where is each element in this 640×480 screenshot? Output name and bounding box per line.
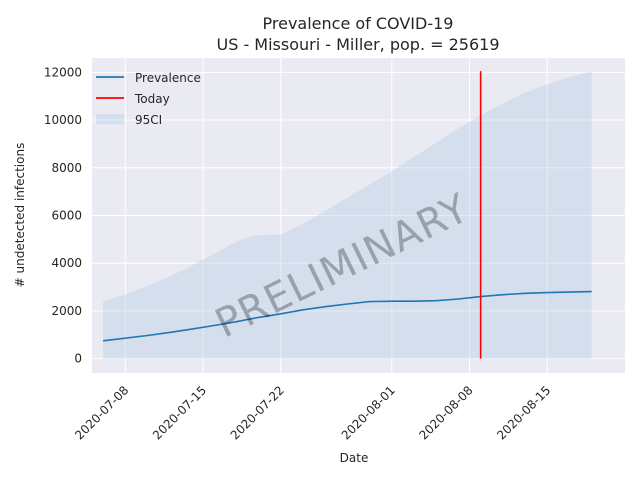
x-tick-label: 2020-08-15 xyxy=(494,383,553,442)
legend: Prevalence Today 95CI xyxy=(96,71,201,127)
y-tick-label: 8000 xyxy=(51,161,82,175)
y-tick-label: 12000 xyxy=(44,65,82,79)
legend-label-95ci: 95CI xyxy=(135,113,162,127)
chart-title: Prevalence of COVID-19 xyxy=(263,14,454,33)
y-tick-label: 10000 xyxy=(44,113,82,127)
y-tick-label: 4000 xyxy=(51,256,82,270)
prevalence-line xyxy=(103,290,592,342)
x-tick-labels: 2020-07-08 2020-07-15 2020-07-22 2020-08-01… xyxy=(72,383,553,442)
y-tick-labels: 0 2000 4000 6000 8000 10000 12000 xyxy=(44,65,82,365)
chart-subtitle: US - Missouri - Miller, pop. = 25619 xyxy=(216,35,499,54)
legend-label-prevalence: Prevalence xyxy=(135,71,201,85)
x-tick-label: 2020-07-08 xyxy=(72,383,131,442)
x-axis-label: Date xyxy=(340,451,369,465)
ci-band-95 xyxy=(103,71,592,359)
legend-swatch-95ci xyxy=(96,114,124,124)
x-tick-label: 2020-07-15 xyxy=(150,383,209,442)
x-tick-label: 2020-08-08 xyxy=(416,383,475,442)
y-tick-label: 2000 xyxy=(51,304,82,318)
x-tick-label: 2020-08-01 xyxy=(339,383,398,442)
y-axis-label: # undetected infections xyxy=(13,143,27,288)
y-tick-label: 0 xyxy=(74,352,82,366)
gridlines xyxy=(92,58,625,373)
y-tick-label: 6000 xyxy=(51,209,82,223)
legend-label-today: Today xyxy=(134,92,170,106)
x-tick-label: 2020-07-22 xyxy=(228,383,287,442)
